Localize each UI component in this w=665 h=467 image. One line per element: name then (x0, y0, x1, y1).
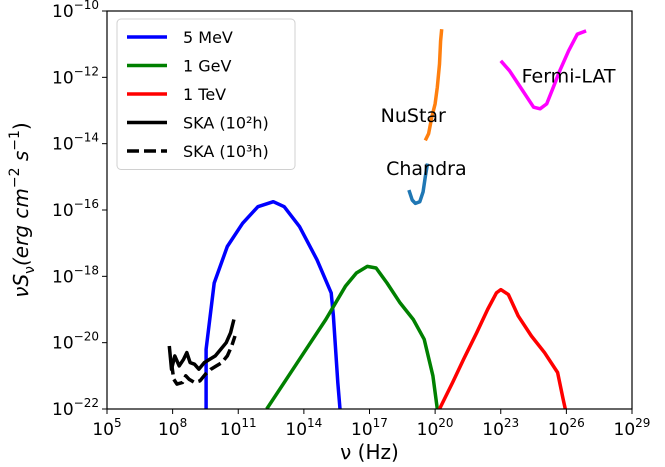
y-tick-label: 10−12 (52, 64, 99, 88)
plot-frame (106, 10, 633, 410)
legend-box (116, 18, 296, 170)
legend-label: SKA (10³h) (183, 142, 269, 161)
x-tick-label: 1017 (351, 416, 388, 440)
x-tick-label: 1026 (548, 416, 585, 440)
legend-label: 1 GeV (183, 57, 232, 76)
legend: 5 MeV 1 GeV 1 TeV SKA (10²h) SKA (10³h) (116, 18, 296, 170)
legend-item: 1 GeV (127, 57, 232, 76)
y-tick-label: 10−10 (52, 0, 99, 22)
annotation-nustar: NuStar (381, 105, 446, 127)
annotations: NuStar Chandra Fermi-LAT (381, 65, 616, 180)
legend-label: SKA (10²h) (183, 114, 269, 133)
x-tick-label: 1020 (417, 416, 454, 440)
series-line-nustar (423, 29, 444, 142)
legend-item: 1 TeV (127, 85, 226, 104)
series-line-fermi-lat (499, 29, 587, 111)
x-tick-label: 1023 (482, 416, 519, 440)
series-line-ska-10-h (167, 319, 236, 371)
series-line-1-gev (265, 264, 440, 409)
legend-label: 5 MeV (183, 28, 233, 47)
y-tick-label: 10−22 (52, 396, 99, 420)
y-tick-label: 10−20 (52, 330, 99, 354)
y-axis-label: νSν(erg cm−2 s−1) (7, 122, 38, 297)
annotation-fermi-lat: Fermi-LAT (522, 65, 616, 87)
series-layer (167, 29, 587, 409)
legend-item: SKA (10³h) (127, 142, 269, 161)
y-axis-ticks: 10−22 10−20 10−18 10−16 10−14 10−12 10−10 (52, 0, 107, 420)
x-axis-ticks: 105 108 1011 1014 1017 1020 1023 1026 1029 (92, 409, 650, 440)
y-tick-label: 10−16 (52, 197, 99, 221)
y-tick-label: 10−14 (52, 131, 99, 155)
x-tick-label: 1011 (220, 416, 257, 440)
x-tick-label: 1014 (285, 416, 322, 440)
legend-item: 5 MeV (127, 28, 233, 47)
x-axis-label: ν (Hz) (340, 440, 399, 464)
annotation-chandra: Chandra (386, 158, 467, 180)
series-line-ska-10-h (169, 335, 237, 386)
y-tick-label: 10−18 (52, 263, 99, 287)
series-line-chandra (407, 163, 430, 206)
legend-label: 1 TeV (183, 85, 226, 104)
series-line-5-mev (204, 199, 342, 409)
x-tick-label: 105 (92, 416, 121, 440)
legend-item: SKA (10²h) (127, 114, 269, 133)
series-line-1-tev (437, 287, 568, 409)
x-tick-label: 1029 (614, 416, 651, 440)
x-tick-label: 108 (158, 416, 187, 440)
y-axis-label-text: νSν(erg cm−2 s−1) (7, 122, 38, 297)
